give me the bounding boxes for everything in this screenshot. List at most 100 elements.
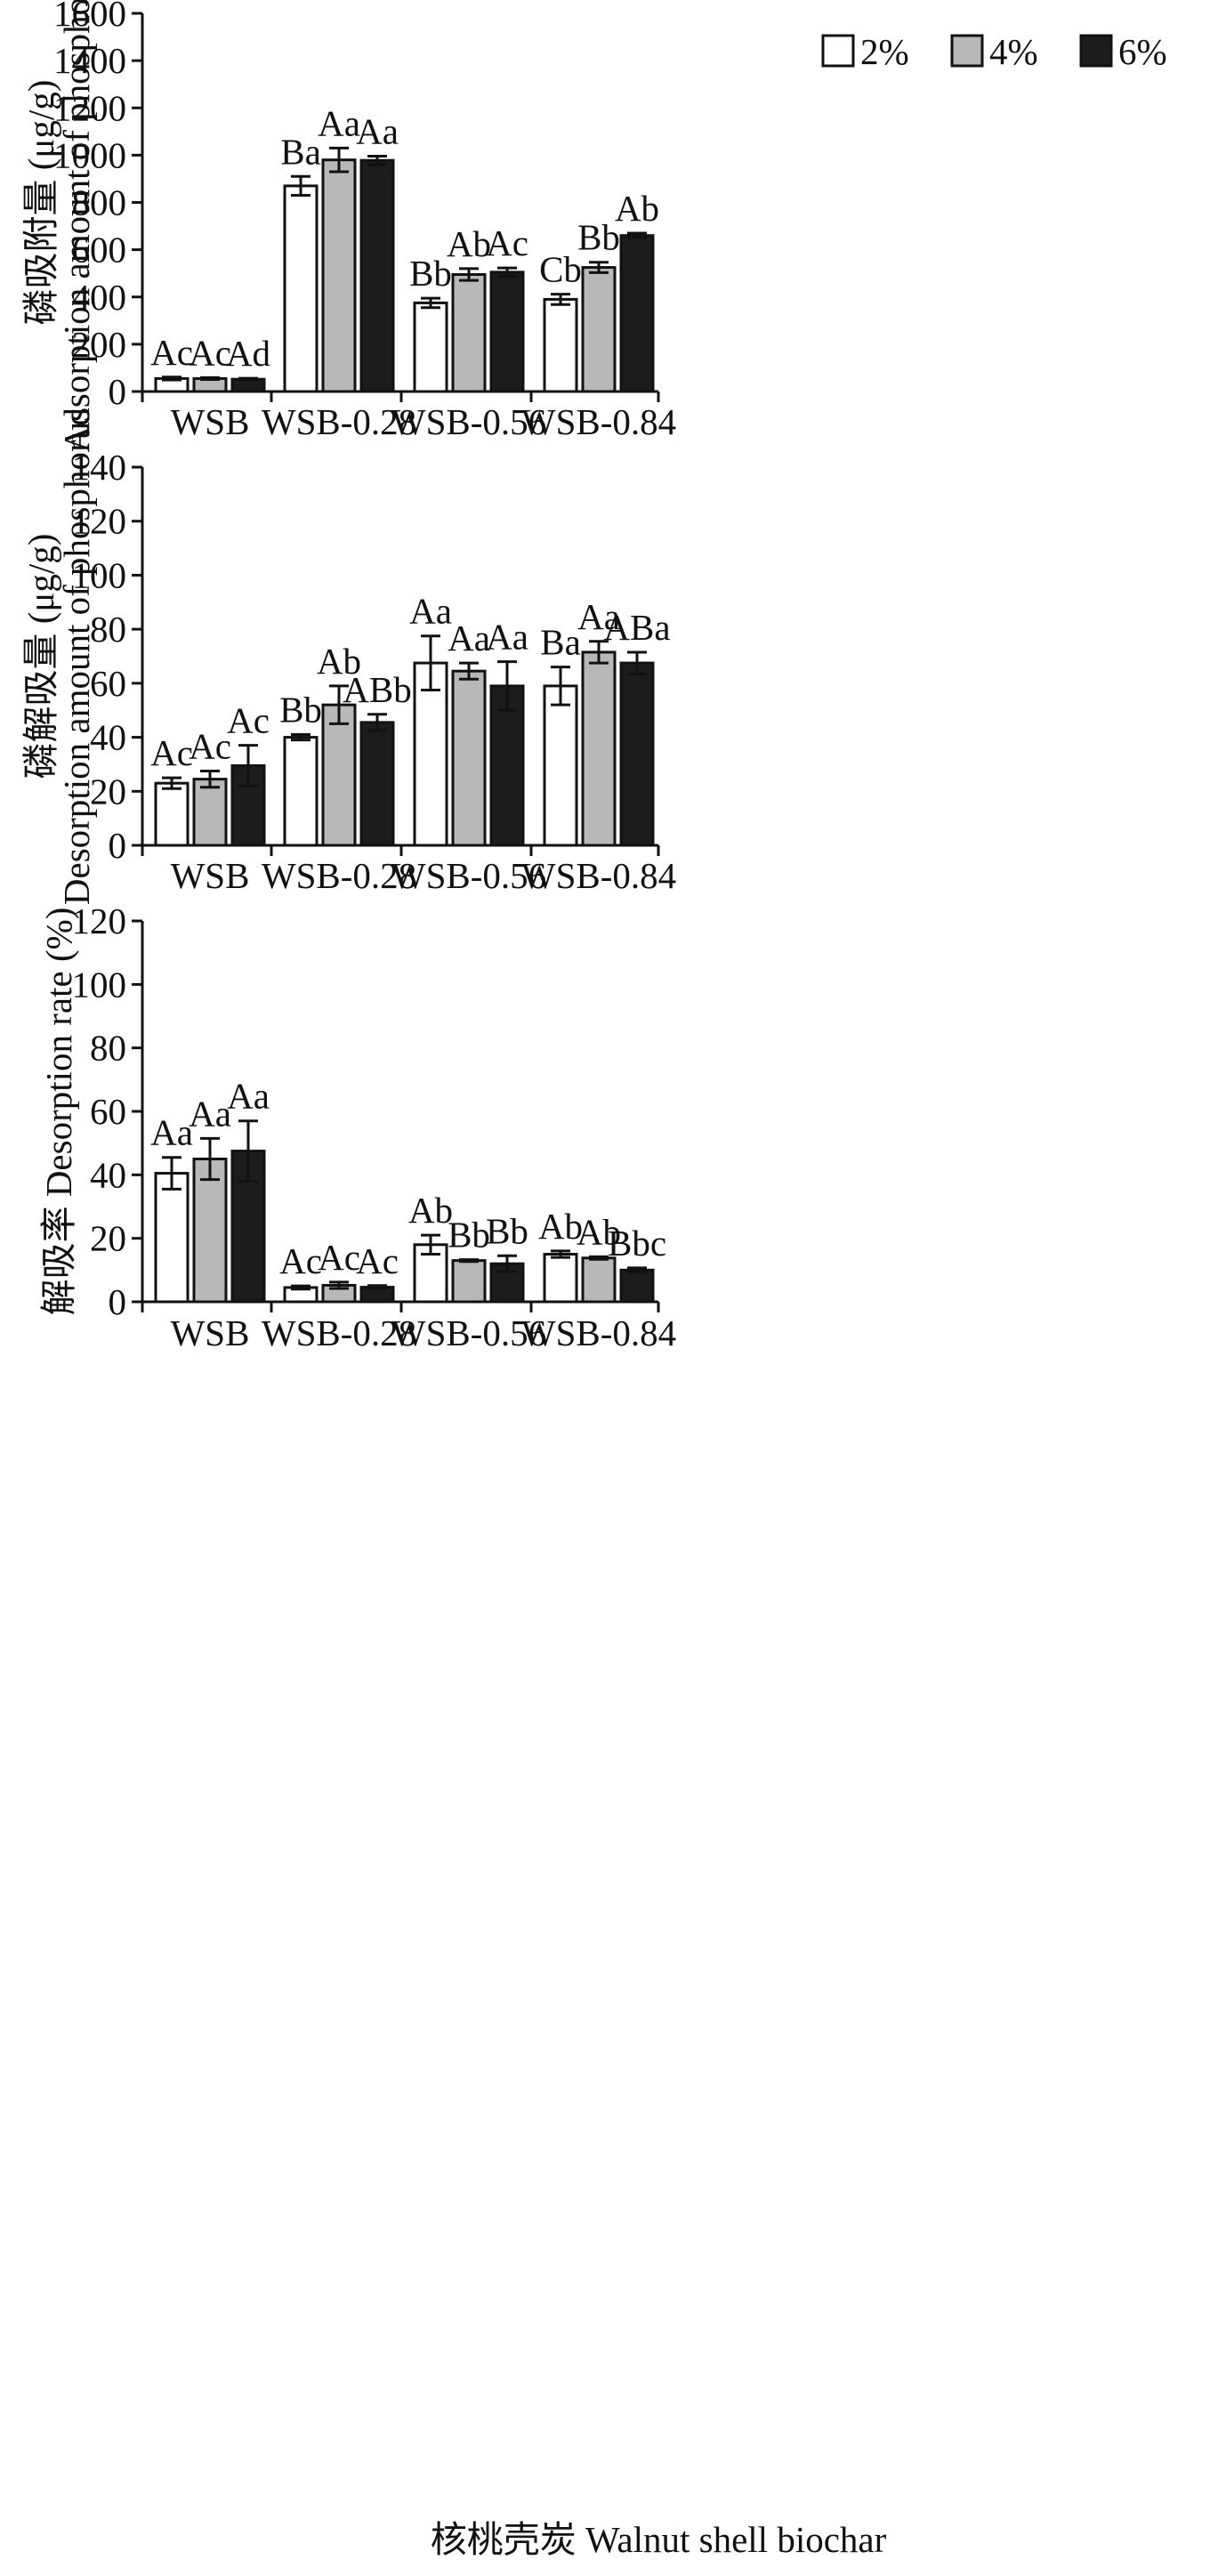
y-tick-label: 600 (72, 230, 127, 271)
bar (192, 778, 228, 847)
legend-swatch-2pct (821, 34, 855, 68)
y-tick-label: 120 (72, 501, 127, 542)
significance-label: ABa (603, 607, 670, 648)
bar (359, 721, 395, 847)
x-category-label: WSB-0.56 (391, 401, 546, 442)
significance-label: Ab (538, 1206, 583, 1247)
x-category-label: WSB-0.84 (521, 1312, 676, 1353)
significance-label: Ac (189, 726, 231, 767)
legend-swatch-6pct (1079, 34, 1113, 68)
bar (359, 158, 395, 393)
bar (581, 650, 617, 847)
bar (451, 669, 487, 847)
y-tick-label: 0 (109, 1281, 127, 1322)
x-category-label: WSB-0.28 (262, 401, 416, 442)
bar (543, 1253, 578, 1304)
significance-label: Ac (189, 332, 231, 373)
y-axis-title-en: Desorption rate (%) (38, 908, 79, 1198)
y-axis-title-cn: 解吸率 (38, 1197, 79, 1315)
legend-label-4pct: 4% (989, 31, 1038, 72)
legend-swatch-4pct (950, 34, 984, 68)
x-category-label: WSB-0.28 (262, 1312, 416, 1353)
y-tick-label: 80 (90, 1028, 126, 1069)
significance-label: Aa (227, 1076, 270, 1117)
significance-label: Ac (318, 1237, 360, 1278)
x-category-label: WSB (171, 401, 250, 442)
significance-label: Ab (615, 188, 659, 229)
significance-label: Ac (150, 332, 193, 373)
bar (451, 273, 487, 393)
y-axis-title-cn: 磷吸附量 (μg/g) (20, 80, 61, 326)
bar (321, 158, 357, 393)
bar (413, 1243, 448, 1304)
x-category-label: WSB-0.56 (391, 855, 546, 896)
significance-label: Ab (577, 1211, 621, 1252)
y-tick-label: 1400 (53, 40, 126, 81)
bar (283, 736, 319, 847)
significance-label: Aa (150, 1112, 193, 1153)
bar (619, 661, 655, 847)
significance-label: Bb (279, 690, 322, 731)
significance-label: Bb (486, 1210, 528, 1251)
legend-label-2pct: 2% (860, 31, 909, 72)
chart-panel-1: 0 200 400 600 800 1000 1200 1400 1600 WSB WSB-0.28… (20, 0, 676, 452)
chart-panel-3: 0 20 40 60 80 100 120 WSB WSB-0.28WSB-0.56WSB-0.… (38, 900, 676, 1353)
bar (619, 1268, 655, 1304)
chart-panel-2: 0 20 40 60 80 100 120 140 WSB WSB-0.28WSB-0.56WSB… (20, 408, 676, 905)
y-axis-title-en: Adsorption amount of phosphorus (56, 0, 97, 452)
bar (581, 266, 617, 393)
significance-label: Aa (409, 591, 452, 632)
bar (413, 301, 448, 393)
x-axis-title: 核桃壳炭 Walnut shell biochar (431, 2519, 887, 2560)
bar (619, 234, 655, 393)
y-axis-title: 解吸率 Desorption rate (%) (38, 908, 79, 1316)
y-tick-label: 800 (72, 182, 127, 223)
significance-label: Aa (486, 617, 528, 658)
y-tick-label: 20 (90, 1218, 126, 1259)
y-tick-label: 200 (72, 324, 127, 365)
significance-label: Bbc (608, 1223, 666, 1264)
significance-label: Ac (279, 1240, 322, 1281)
significance-label: Ab (447, 223, 491, 264)
y-tick-label: 0 (109, 825, 127, 866)
y-tick-label: 100 (72, 964, 127, 1005)
x-category-label: WSB (171, 855, 250, 896)
significance-label: Ac (356, 1240, 399, 1281)
bar (154, 781, 190, 847)
y-tick-label: 20 (90, 771, 126, 812)
significance-label: Aa (356, 110, 399, 151)
significance-label: Ad (226, 333, 270, 374)
y-tick-label: 1000 (53, 134, 126, 175)
bar (489, 271, 525, 393)
significance-label: Ba (280, 131, 321, 172)
bar (543, 684, 578, 847)
y-tick-label: 100 (72, 554, 127, 595)
significance-label: Cb (539, 249, 582, 290)
bar (451, 1259, 487, 1304)
significance-label: Ba (540, 622, 581, 663)
bar (543, 297, 578, 393)
significance-label: Aa (577, 596, 620, 637)
x-category-label: WSB-0.28 (262, 855, 416, 896)
x-category-label: WSB-0.84 (521, 855, 676, 896)
bar (321, 703, 357, 847)
significance-label: Bb (409, 253, 452, 294)
y-axis-title-en: Desorption amount of phosphorus (56, 408, 97, 905)
y-tick-label: 60 (90, 1091, 126, 1132)
y-tick-label: 120 (72, 900, 127, 941)
significance-label: Ab (317, 641, 361, 682)
y-tick-label: 40 (90, 1154, 126, 1195)
x-category-label: WSB-0.84 (521, 401, 676, 442)
significance-label: Aa (448, 618, 490, 658)
significance-label: Ab (408, 1190, 453, 1231)
legend-label-6pct: 6% (1118, 31, 1167, 72)
bar (581, 1256, 617, 1304)
y-tick-label: 60 (90, 663, 126, 704)
significance-label: ABb (343, 669, 411, 710)
significance-label: Bb (448, 1215, 490, 1256)
y-tick-label: 80 (90, 609, 126, 650)
y-tick-label: 1600 (53, 0, 126, 34)
y-tick-label: 140 (72, 447, 127, 488)
